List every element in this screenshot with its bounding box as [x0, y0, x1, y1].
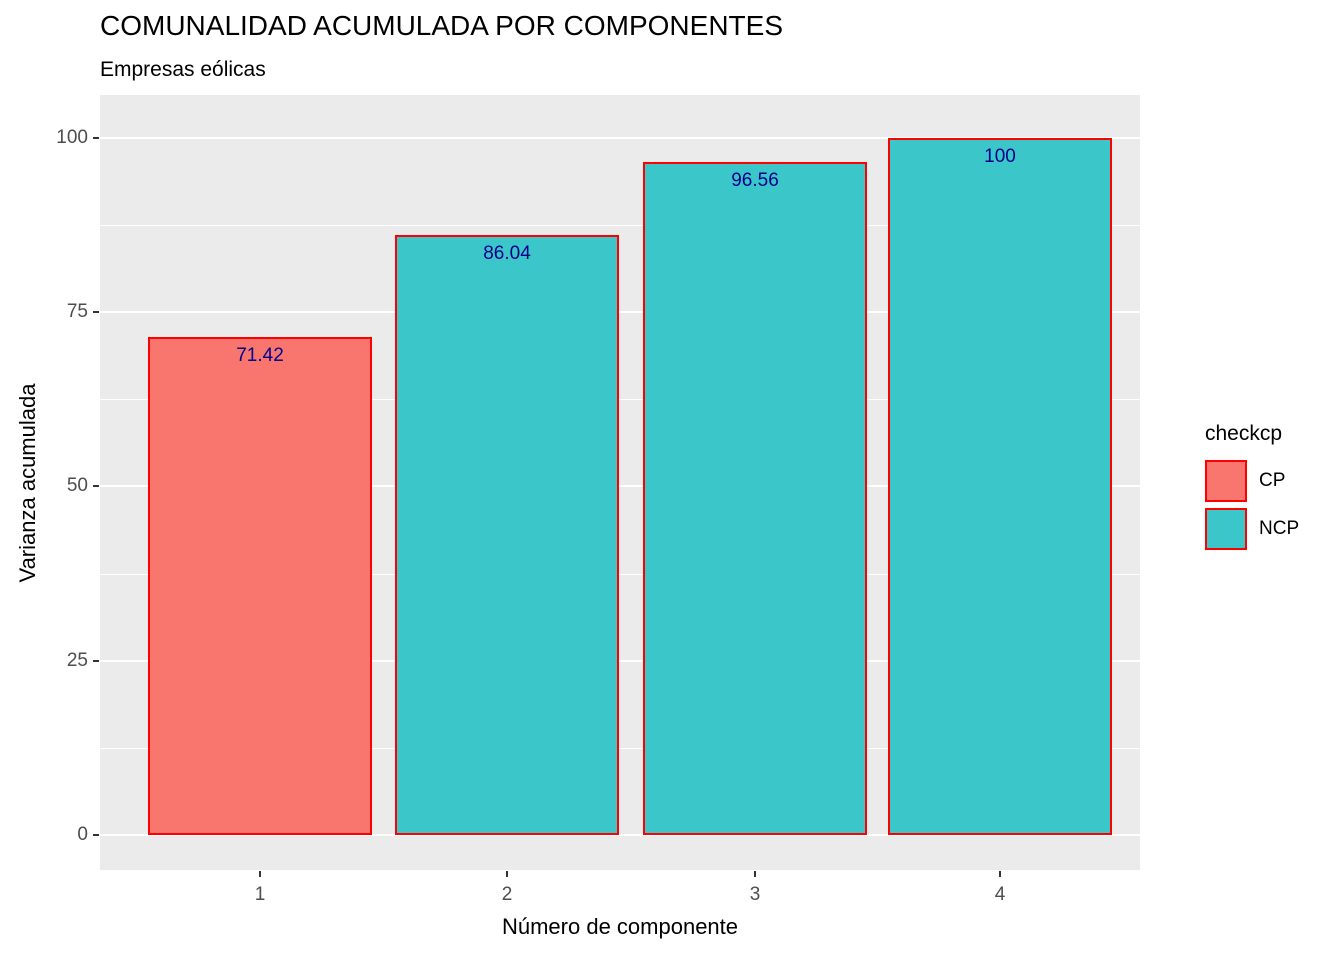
legend-title: checkcp [1205, 422, 1283, 445]
gridline-major [100, 137, 1140, 139]
bar-value-label: 86.04 [483, 243, 531, 265]
legend-label-ncp: NCP [1259, 518, 1300, 539]
legend-swatch-ncp [1205, 508, 1247, 550]
bar-component-4: 100 [888, 138, 1112, 835]
y-tick-label: 100 [56, 127, 88, 148]
chart-subtitle: Empresas eólicas [100, 58, 266, 81]
y-tick-label: 25 [66, 650, 88, 671]
gridline-major [100, 834, 1140, 836]
gridline-major [100, 311, 1140, 313]
legend-label-cp: CP [1259, 470, 1286, 491]
y-tick [93, 311, 99, 313]
legend: checkcp CP NCP [1205, 422, 1335, 556]
bar-component-2: 86.04 [395, 235, 619, 835]
y-tick-label: 50 [66, 475, 88, 496]
y-tick [93, 834, 99, 836]
gridline-minor [100, 574, 1140, 575]
y-tick [93, 485, 99, 487]
y-tick-label: 75 [66, 301, 88, 322]
x-tick-label: 2 [501, 884, 513, 905]
x-tick [506, 871, 508, 877]
chart-title: COMUNALIDAD ACUMULADA POR COMPONENTES [100, 10, 783, 41]
bar-value-label: 96.56 [731, 169, 779, 191]
x-tick-label: 1 [254, 884, 266, 905]
bar-component-1: 71.42 [148, 337, 372, 835]
bar-value-label: 100 [984, 146, 1016, 167]
x-tick-label: 4 [994, 884, 1006, 905]
y-tick [93, 660, 99, 662]
x-tick [754, 871, 756, 877]
gridline-minor [100, 225, 1140, 226]
x-tick-label: 3 [749, 884, 761, 905]
y-tick-label: 0 [77, 824, 88, 845]
x-tick [259, 871, 261, 877]
y-tick [93, 137, 99, 139]
gridline-minor [100, 399, 1140, 400]
gridline-major [100, 660, 1140, 662]
gridline-minor [100, 748, 1140, 749]
gridline-major [100, 485, 1140, 487]
bar-component-3: 96.56 [643, 161, 867, 835]
legend-swatch-cp [1205, 460, 1247, 502]
x-tick [999, 871, 1001, 877]
bar-value-label: 71.42 [236, 345, 284, 367]
legend-key-cp: CP [1205, 460, 1335, 502]
plot-panel: 71.42 86.04 96.56 100 [100, 95, 1140, 870]
x-axis-title: Número de componente [501, 914, 739, 939]
legend-key-ncp: NCP [1205, 508, 1335, 550]
